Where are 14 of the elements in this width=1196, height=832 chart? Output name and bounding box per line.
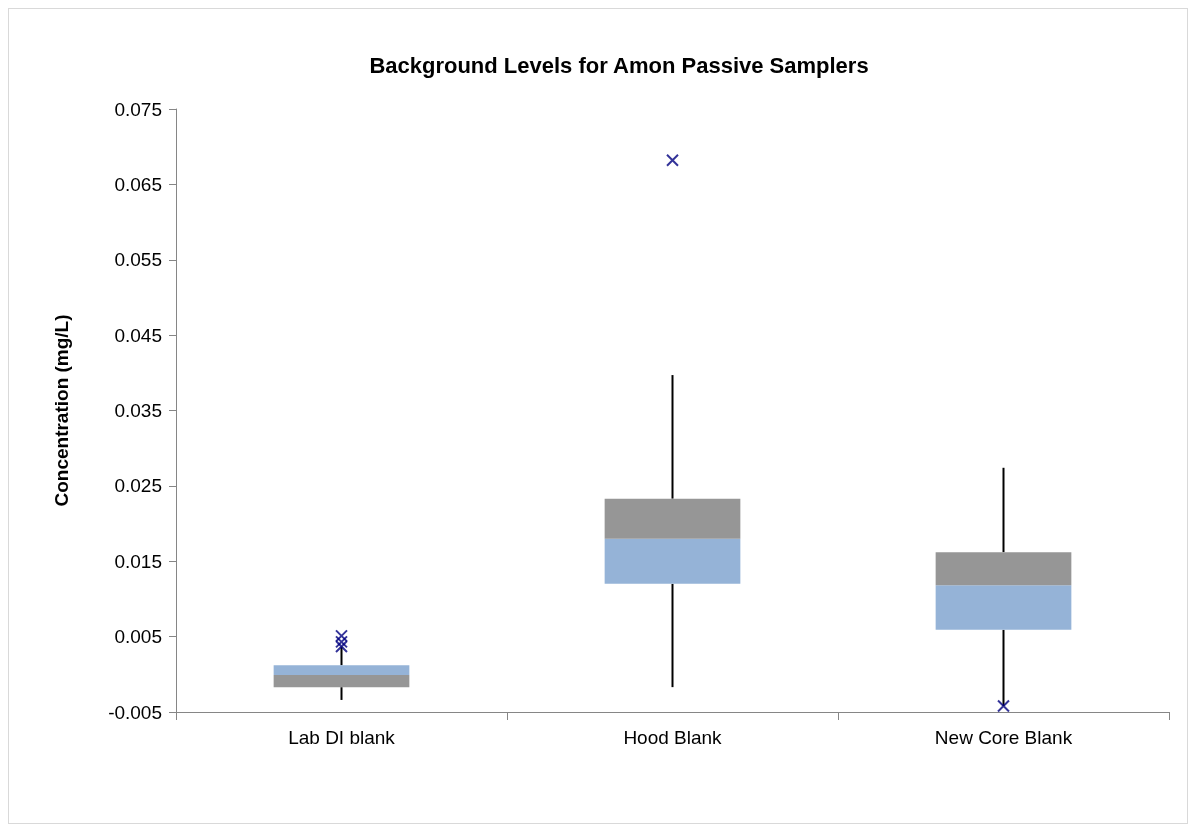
y-tick-label: 0.015 <box>114 550 162 572</box>
y-tick-label: 0.045 <box>114 324 162 346</box>
y-tick-label: -0.005 <box>108 701 162 723</box>
y-tick-label: 0.055 <box>114 249 162 271</box>
y-tick-label: 0.075 <box>114 98 162 120</box>
y-tick-label: 0.035 <box>114 400 162 421</box>
x-tick-label: New Core Blank <box>934 727 1073 748</box>
y-tick-label: 0.025 <box>114 475 162 497</box>
y-tick-label: 0.005 <box>114 626 162 648</box>
x-tick-label: Hood Blank <box>623 727 723 748</box>
y-tick-label: 0.065 <box>114 173 162 195</box>
y-axis-title: Concentration (mg/L) <box>51 314 72 507</box>
chart-title: Background Levels for Amon Passive Samplers <box>369 52 869 78</box>
x-tick-label: Lab DI blank <box>288 727 396 748</box>
